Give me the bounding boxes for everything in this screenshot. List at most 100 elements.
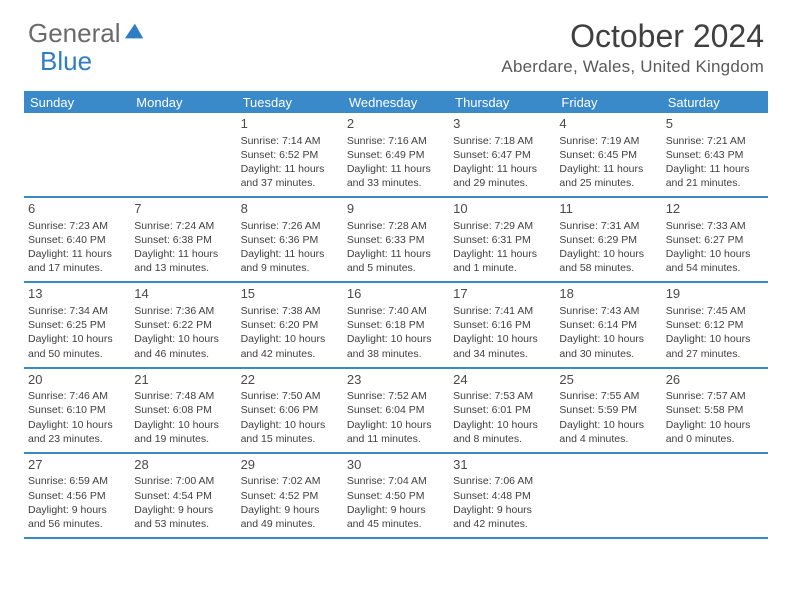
- day-number: 3: [453, 115, 551, 133]
- calendar-cell: 23Sunrise: 7:52 AMSunset: 6:04 PMDayligh…: [343, 369, 449, 452]
- calendar-cell: 7Sunrise: 7:24 AMSunset: 6:38 PMDaylight…: [130, 198, 236, 281]
- day-info-line: Daylight: 10 hours: [666, 418, 764, 432]
- day-info-line: and 29 minutes.: [453, 176, 551, 190]
- day-info-line: Sunrise: 7:55 AM: [559, 389, 657, 403]
- day-info-line: and 34 minutes.: [453, 347, 551, 361]
- calendar-cell: 17Sunrise: 7:41 AMSunset: 6:16 PMDayligh…: [449, 283, 555, 366]
- day-info-line: and 45 minutes.: [347, 517, 445, 531]
- day-info-line: Sunset: 6:29 PM: [559, 233, 657, 247]
- calendar-cell: 21Sunrise: 7:48 AMSunset: 6:08 PMDayligh…: [130, 369, 236, 452]
- calendar-cell: 6Sunrise: 7:23 AMSunset: 6:40 PMDaylight…: [24, 198, 130, 281]
- day-info-line: and 53 minutes.: [134, 517, 232, 531]
- day-info-line: and 46 minutes.: [134, 347, 232, 361]
- day-info-line: Sunset: 6:01 PM: [453, 403, 551, 417]
- title-block: October 2024 Aberdare, Wales, United Kin…: [501, 18, 764, 77]
- day-number: 1: [241, 115, 339, 133]
- weekday-label: Wednesday: [343, 95, 449, 110]
- day-info-line: Sunset: 6:40 PM: [28, 233, 126, 247]
- day-info-line: and 37 minutes.: [241, 176, 339, 190]
- day-info-line: Sunrise: 7:41 AM: [453, 304, 551, 318]
- day-info-line: and 42 minutes.: [241, 347, 339, 361]
- day-info-line: Sunrise: 7:06 AM: [453, 474, 551, 488]
- calendar-cell: 31Sunrise: 7:06 AMSunset: 4:48 PMDayligh…: [449, 454, 555, 537]
- day-number: 17: [453, 285, 551, 303]
- day-info-line: Sunrise: 7:57 AM: [666, 389, 764, 403]
- day-info: Sunrise: 7:45 AMSunset: 6:12 PMDaylight:…: [666, 304, 764, 361]
- calendar-cell: 16Sunrise: 7:40 AMSunset: 6:18 PMDayligh…: [343, 283, 449, 366]
- weekday-label: Sunday: [24, 95, 130, 110]
- day-info-line: Sunset: 6:38 PM: [134, 233, 232, 247]
- day-info-line: Sunrise: 7:29 AM: [453, 219, 551, 233]
- day-info-line: and 56 minutes.: [28, 517, 126, 531]
- calendar-week: 6Sunrise: 7:23 AMSunset: 6:40 PMDaylight…: [24, 198, 768, 283]
- day-number: 29: [241, 456, 339, 474]
- day-number: 31: [453, 456, 551, 474]
- calendar-cell: [130, 113, 236, 196]
- page-header: General Blue October 2024 Aberdare, Wale…: [0, 0, 792, 81]
- day-info: Sunrise: 7:48 AMSunset: 6:08 PMDaylight:…: [134, 389, 232, 446]
- day-info-line: Daylight: 10 hours: [559, 332, 657, 346]
- day-info-line: Sunset: 6:47 PM: [453, 148, 551, 162]
- day-number: 5: [666, 115, 764, 133]
- calendar-cell: 20Sunrise: 7:46 AMSunset: 6:10 PMDayligh…: [24, 369, 130, 452]
- day-info-line: and 23 minutes.: [28, 432, 126, 446]
- calendar-cell: 8Sunrise: 7:26 AMSunset: 6:36 PMDaylight…: [237, 198, 343, 281]
- day-info-line: Daylight: 11 hours: [453, 162, 551, 176]
- day-info-line: Sunset: 6:45 PM: [559, 148, 657, 162]
- day-info-line: Daylight: 9 hours: [28, 503, 126, 517]
- day-info-line: Sunset: 6:43 PM: [666, 148, 764, 162]
- calendar-cell: 1Sunrise: 7:14 AMSunset: 6:52 PMDaylight…: [237, 113, 343, 196]
- calendar-cell: 2Sunrise: 7:16 AMSunset: 6:49 PMDaylight…: [343, 113, 449, 196]
- day-info-line: Daylight: 10 hours: [347, 418, 445, 432]
- day-info-line: Daylight: 11 hours: [347, 162, 445, 176]
- day-number: 14: [134, 285, 232, 303]
- calendar-cell: 19Sunrise: 7:45 AMSunset: 6:12 PMDayligh…: [662, 283, 768, 366]
- day-number: 26: [666, 371, 764, 389]
- day-info-line: and 19 minutes.: [134, 432, 232, 446]
- day-info-line: Daylight: 11 hours: [241, 162, 339, 176]
- calendar: Sunday Monday Tuesday Wednesday Thursday…: [24, 91, 768, 539]
- day-number: 11: [559, 200, 657, 218]
- day-info-line: and 27 minutes.: [666, 347, 764, 361]
- day-info-line: Daylight: 11 hours: [453, 247, 551, 261]
- day-info-line: Sunset: 5:59 PM: [559, 403, 657, 417]
- calendar-cell: 28Sunrise: 7:00 AMSunset: 4:54 PMDayligh…: [130, 454, 236, 537]
- calendar-cell: [24, 113, 130, 196]
- calendar-cell: 27Sunrise: 6:59 AMSunset: 4:56 PMDayligh…: [24, 454, 130, 537]
- day-info-line: Sunrise: 7:14 AM: [241, 134, 339, 148]
- calendar-cell: [662, 454, 768, 537]
- day-info-line: Sunrise: 7:53 AM: [453, 389, 551, 403]
- day-info-line: Sunrise: 7:52 AM: [347, 389, 445, 403]
- day-info-line: Sunrise: 7:21 AM: [666, 134, 764, 148]
- day-number: 10: [453, 200, 551, 218]
- brand-logo: General Blue: [28, 18, 145, 49]
- day-number: 21: [134, 371, 232, 389]
- day-info-line: Sunset: 6:14 PM: [559, 318, 657, 332]
- day-info-line: Daylight: 10 hours: [241, 418, 339, 432]
- day-info-line: and 54 minutes.: [666, 261, 764, 275]
- day-info-line: Sunset: 6:12 PM: [666, 318, 764, 332]
- day-info-line: and 30 minutes.: [559, 347, 657, 361]
- day-info: Sunrise: 7:18 AMSunset: 6:47 PMDaylight:…: [453, 134, 551, 191]
- day-info: Sunrise: 7:52 AMSunset: 6:04 PMDaylight:…: [347, 389, 445, 446]
- day-info-line: Sunrise: 6:59 AM: [28, 474, 126, 488]
- calendar-cell: 14Sunrise: 7:36 AMSunset: 6:22 PMDayligh…: [130, 283, 236, 366]
- day-info-line: and 15 minutes.: [241, 432, 339, 446]
- day-number: 20: [28, 371, 126, 389]
- day-info-line: Daylight: 10 hours: [453, 418, 551, 432]
- day-info-line: and 1 minute.: [453, 261, 551, 275]
- day-info-line: and 33 minutes.: [347, 176, 445, 190]
- day-info-line: Daylight: 11 hours: [347, 247, 445, 261]
- day-number: 27: [28, 456, 126, 474]
- day-info: Sunrise: 7:55 AMSunset: 5:59 PMDaylight:…: [559, 389, 657, 446]
- calendar-cell: 13Sunrise: 7:34 AMSunset: 6:25 PMDayligh…: [24, 283, 130, 366]
- day-info: Sunrise: 7:29 AMSunset: 6:31 PMDaylight:…: [453, 219, 551, 276]
- day-info: Sunrise: 7:14 AMSunset: 6:52 PMDaylight:…: [241, 134, 339, 191]
- calendar-cell: 29Sunrise: 7:02 AMSunset: 4:52 PMDayligh…: [237, 454, 343, 537]
- calendar-cell: 24Sunrise: 7:53 AMSunset: 6:01 PMDayligh…: [449, 369, 555, 452]
- day-info: Sunrise: 7:28 AMSunset: 6:33 PMDaylight:…: [347, 219, 445, 276]
- day-info-line: Daylight: 10 hours: [666, 247, 764, 261]
- day-info-line: Sunset: 6:36 PM: [241, 233, 339, 247]
- day-info-line: Sunset: 6:20 PM: [241, 318, 339, 332]
- calendar-week: 20Sunrise: 7:46 AMSunset: 6:10 PMDayligh…: [24, 369, 768, 454]
